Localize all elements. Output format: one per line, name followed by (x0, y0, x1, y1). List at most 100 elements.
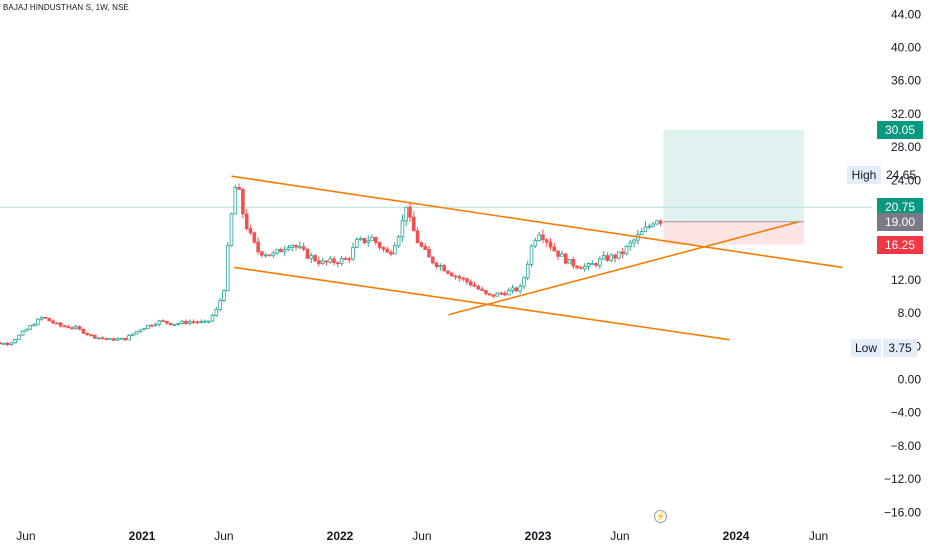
candle-body (389, 251, 393, 255)
candle-body (214, 308, 219, 316)
candle-body (1, 342, 6, 345)
candle-body (165, 320, 169, 324)
target-price-tag: 30.05 (877, 121, 923, 140)
candle-body (499, 292, 503, 295)
candle-body (100, 337, 105, 340)
candle-body (396, 236, 401, 247)
candle-body (594, 263, 598, 266)
candle-body (248, 228, 253, 234)
candle-body (279, 249, 283, 253)
lightning-icon[interactable]: ⚡ (654, 510, 667, 523)
candle-body (123, 337, 127, 341)
candle-body (343, 258, 348, 260)
candle-body (187, 321, 192, 324)
y-axis: 44.0040.0036.0032.0028.0024.0020.0016.00… (884, 7, 921, 519)
candle-body (58, 322, 63, 327)
candle-body (332, 258, 336, 264)
candle-body (233, 187, 238, 215)
candle-body (298, 246, 302, 249)
candle-body (617, 251, 621, 259)
candle-body (541, 234, 545, 241)
candle-body (582, 266, 587, 270)
candle-body (605, 255, 610, 261)
candle-body (487, 293, 492, 296)
x-tick-label: Jun (214, 529, 233, 543)
trendline-support (448, 221, 799, 316)
target-zone (663, 130, 804, 222)
candle-body (134, 331, 139, 335)
y-tick-label: −8.00 (891, 439, 922, 453)
candle-body (17, 334, 21, 340)
candle-body (336, 262, 340, 265)
candle-body (366, 240, 371, 244)
candle-body (0, 342, 2, 345)
y-tick-label: −16.00 (884, 505, 921, 519)
candle-body (157, 320, 162, 325)
candle-body (9, 342, 14, 346)
candle-body (601, 255, 606, 260)
stop-zone (663, 221, 804, 245)
candle-body (191, 321, 196, 323)
candle-body (176, 323, 181, 325)
candle-body (651, 223, 655, 227)
candle-body (271, 252, 276, 256)
candle-body (108, 338, 112, 341)
candle-body (47, 317, 52, 322)
candle-body (24, 328, 29, 332)
candle-body (153, 323, 158, 326)
candle-body (434, 262, 439, 267)
candle-body (446, 270, 450, 274)
candle-body (351, 247, 355, 260)
candle-body (419, 242, 424, 247)
candle-body (286, 247, 291, 251)
candle-body (613, 254, 617, 259)
chart-title: BAJAJ HINDUSTHAN S, 1W, NSE (3, 3, 129, 12)
candle-body (586, 263, 591, 267)
stop-price-tag: 16.25 (877, 235, 923, 254)
candle-body (658, 220, 663, 224)
candle-body (438, 265, 443, 267)
candle-body (355, 239, 359, 248)
x-tick-label: 2023 (525, 529, 552, 543)
candle-body (149, 324, 154, 327)
candle-body (495, 292, 500, 297)
candle-layer (0, 183, 663, 347)
candle-body (241, 189, 245, 215)
candle-body (400, 220, 405, 238)
candle-body (74, 326, 78, 329)
x-tick-label: Jun (610, 529, 629, 543)
candle-body (571, 258, 576, 267)
candle-body (370, 237, 374, 242)
candle-body (260, 251, 264, 256)
candle-body (146, 324, 150, 329)
candle-body (506, 289, 511, 296)
candle-body (484, 290, 488, 295)
candle-body (442, 265, 446, 272)
candle-body (628, 242, 633, 247)
candle-body (229, 213, 234, 247)
position-layer (663, 130, 804, 245)
y-tick-label: −12.00 (884, 472, 921, 486)
y-tick-label: 8.00 (898, 306, 922, 320)
x-tick-label: 2024 (723, 529, 750, 543)
candle-body (93, 334, 97, 339)
candle-body (317, 260, 321, 264)
y-tick-label: 44.00 (891, 7, 921, 21)
high-label: High (847, 165, 881, 184)
candle-body (560, 253, 564, 257)
candle-body (393, 245, 397, 255)
candle-body (423, 245, 427, 250)
candle-body (556, 250, 560, 257)
trendline-layer (231, 175, 843, 341)
candle-body (81, 328, 86, 334)
candle-body (39, 316, 44, 320)
candle-body (142, 327, 146, 331)
candle-body (430, 256, 435, 264)
candle-body (256, 241, 260, 253)
candle-body (518, 285, 522, 292)
candle-body (267, 254, 272, 257)
y-tick-label: 32.00 (891, 107, 921, 121)
candle-body (449, 272, 454, 277)
candle-body (328, 258, 333, 263)
